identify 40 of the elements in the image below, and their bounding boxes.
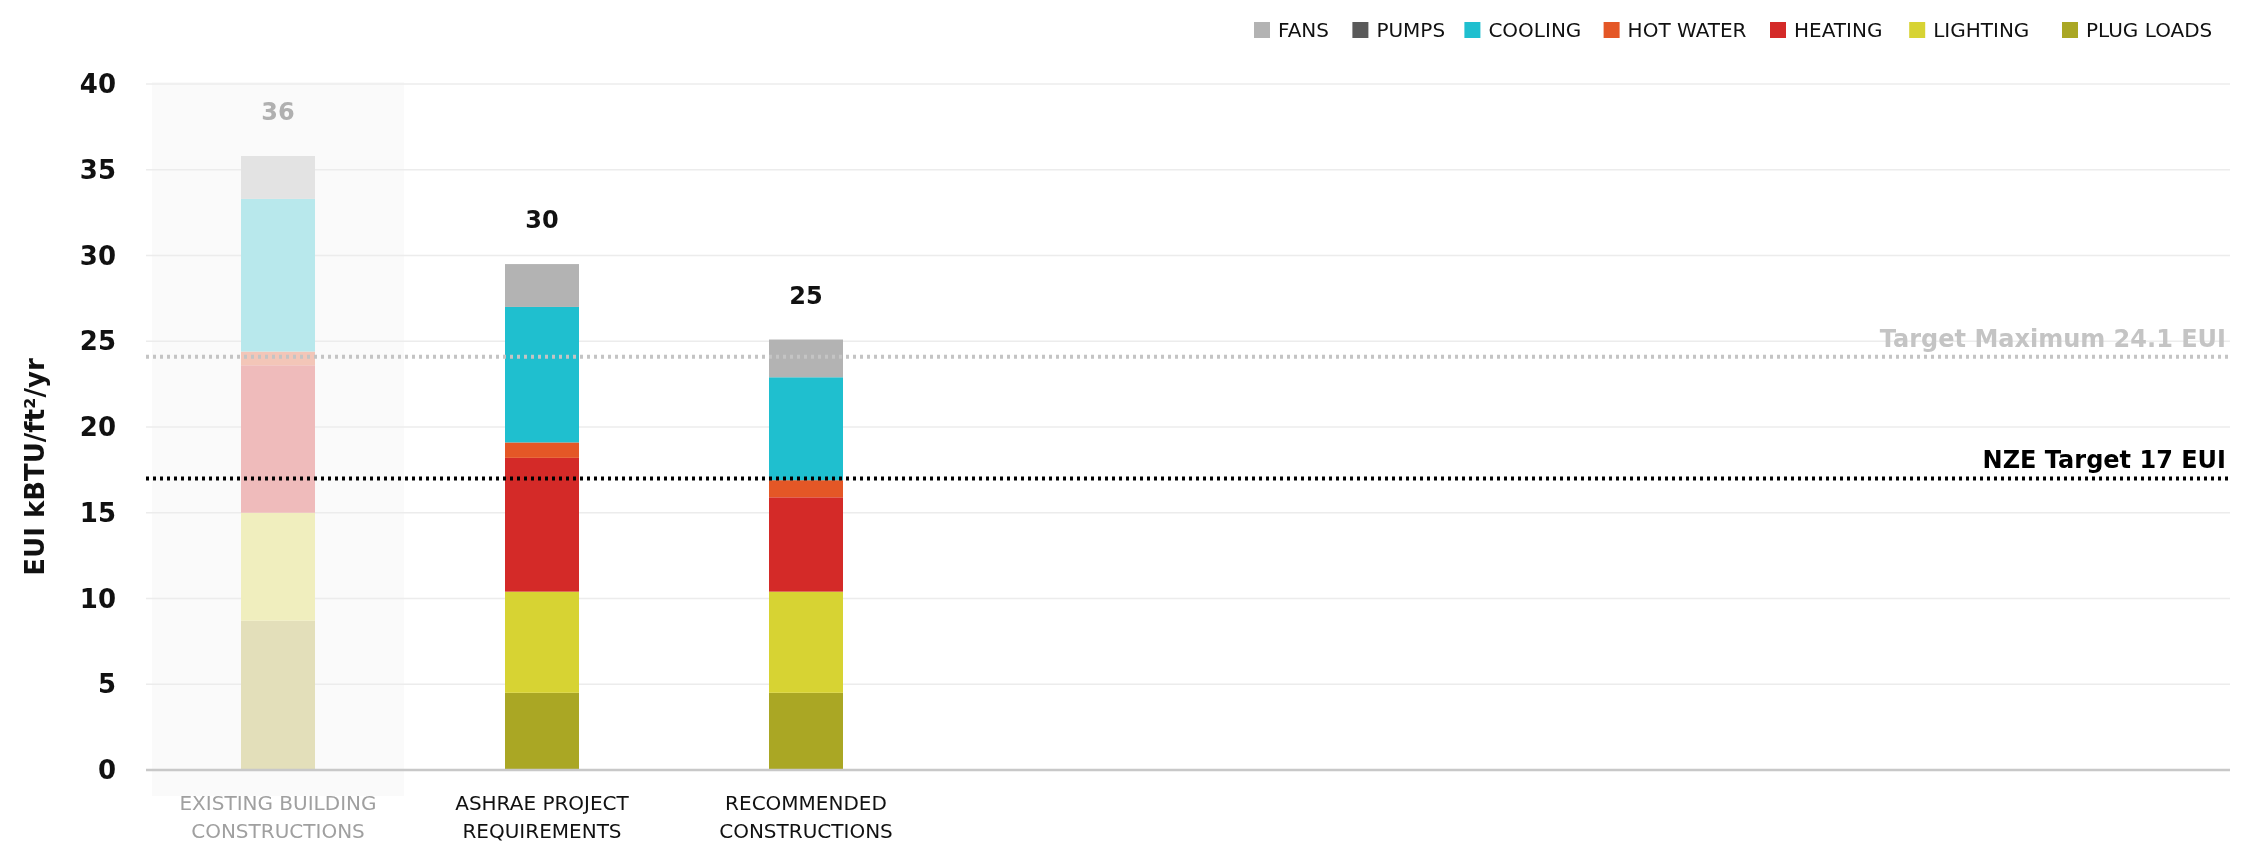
y-tick-label: 15 [79, 497, 116, 528]
bar [769, 692, 843, 770]
bar [241, 620, 315, 770]
legend-label: HOT WATER [1627, 18, 1747, 42]
y-tick-label: 0 [97, 755, 116, 786]
legend-label: FANS [1278, 18, 1330, 42]
y-tick-label: 40 [79, 69, 116, 100]
ref-line-label: NZE Target 17 EUI [1982, 446, 2226, 475]
legend-label: COOLING [1488, 18, 1582, 42]
y-tick-label: 35 [79, 154, 116, 185]
bar [241, 512, 315, 621]
x-tick-label: RECOMMENDED CONSTRUCTIONS [719, 791, 893, 843]
bar [769, 339, 843, 378]
bar [505, 442, 579, 458]
total-label: 30 [525, 206, 559, 235]
bar [505, 692, 579, 770]
y-tick-label: 25 [79, 326, 116, 357]
y-axis-title: EUI kBTU/ft²/yr [20, 358, 50, 576]
bar [769, 480, 843, 498]
y-tick-label: 5 [97, 669, 116, 700]
y-tick-label: 20 [79, 412, 116, 443]
y-tick-label: 30 [79, 240, 116, 271]
bar [241, 198, 315, 352]
legend-label: LIGHTING [1933, 18, 2030, 42]
bar [769, 377, 843, 481]
bar [505, 591, 579, 693]
y-tick-label: 10 [79, 583, 116, 614]
bar [505, 457, 579, 592]
legend-label: PLUG LOADS [2086, 18, 2213, 42]
ref-line-label: Target Maximum 24.1 EUI [1879, 324, 2226, 353]
x-tick-label: EXISTING BUILDING CONSTRUCTIONS [179, 791, 377, 843]
legend-label: HEATING [1794, 18, 1883, 42]
total-label: 25 [789, 281, 823, 310]
bar [505, 264, 579, 307]
bar [505, 306, 579, 443]
bar [769, 497, 843, 592]
legend-label: PUMPS [1376, 18, 1446, 42]
total-label: 36 [261, 98, 295, 127]
bar [769, 591, 843, 693]
x-tick-label: ASHRAE PROJECT REQUIREMENTS [455, 791, 630, 843]
